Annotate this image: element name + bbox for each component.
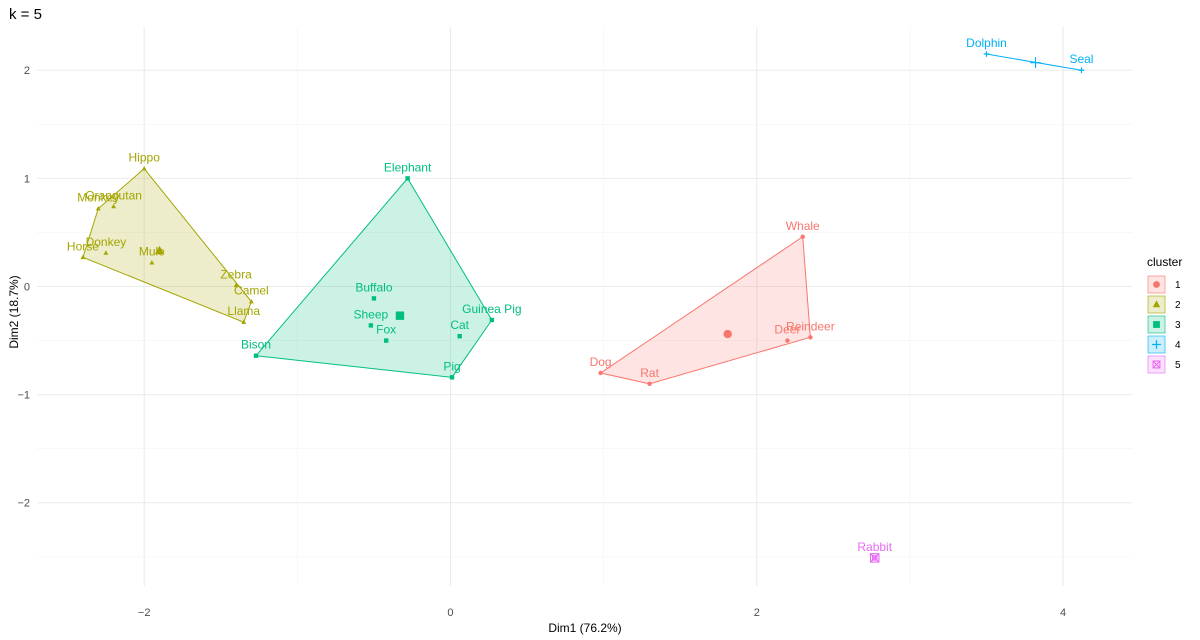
data-point	[95, 206, 101, 211]
data-point	[449, 375, 455, 380]
x-tick-label: 2	[754, 607, 760, 619]
axis-ticks: −2 0 2 4 −2 −1 0 1 2	[17, 65, 1066, 619]
point-label: Mule	[139, 245, 165, 259]
legend-label: 1	[1175, 280, 1181, 291]
legend-symbol-3	[1153, 321, 1160, 328]
cluster-centroid-1	[723, 329, 732, 339]
data-point	[489, 317, 495, 323]
y-tick-label: −2	[17, 498, 30, 510]
y-tick-label: 1	[24, 173, 30, 185]
data-point	[983, 51, 990, 57]
data-point	[647, 381, 652, 387]
point-label: Seal	[1069, 52, 1093, 66]
data-point	[233, 282, 239, 288]
cluster-hull-3	[255, 177, 493, 378]
data-point	[141, 166, 147, 171]
point-label: Horse	[67, 239, 99, 253]
point-label: Guinea Pig	[462, 302, 521, 316]
legend-label: 5	[1175, 360, 1181, 371]
point-label: Sheep	[354, 307, 389, 321]
point-label: Elephant	[384, 160, 432, 174]
cluster-centroid-5	[869, 553, 880, 563]
point-label: Camel	[234, 284, 269, 298]
legend-title: cluster	[1147, 255, 1182, 269]
y-axis-title: Dim2 (18.7%)	[7, 275, 21, 348]
point-label: Donkey	[86, 235, 127, 249]
data-point	[111, 203, 116, 209]
cluster-hull-1	[599, 235, 811, 385]
point-label: Dolphin	[966, 36, 1007, 50]
point-label: Bison	[241, 338, 271, 352]
data-point	[800, 234, 805, 239]
point-label: Buffalo	[355, 280, 392, 294]
data-points	[80, 51, 1085, 561]
x-tick-label: 0	[447, 607, 453, 619]
cluster-hulls	[82, 53, 1082, 385]
data-point	[103, 250, 109, 255]
legend-label: 2	[1175, 300, 1181, 311]
cluster-centroid-3	[395, 311, 405, 320]
legend-symbol-2	[1152, 300, 1161, 308]
data-point	[598, 370, 603, 376]
point-label: Cat	[450, 318, 469, 332]
data-point	[405, 176, 410, 181]
point-label: Orangutan	[85, 188, 142, 202]
data-point	[371, 296, 377, 301]
point-label: Hippo	[129, 151, 161, 165]
grid	[37, 27, 1132, 586]
point-label: Monkey	[77, 191, 119, 205]
legend-symbol-4	[1152, 340, 1161, 349]
legend-symbol-5	[1152, 360, 1161, 369]
cluster-centroids	[154, 57, 1041, 563]
data-point	[253, 353, 259, 358]
data-point	[785, 338, 790, 343]
data-point	[368, 323, 374, 328]
data-point	[808, 335, 813, 340]
legend-label: 3	[1175, 320, 1181, 331]
data-point	[80, 254, 86, 260]
data-point	[241, 319, 247, 324]
cluster-hull-2	[82, 167, 252, 323]
data-point	[457, 334, 462, 339]
point-label: Llama	[227, 304, 260, 318]
y-tick-label: 2	[24, 65, 30, 77]
data-point	[383, 338, 389, 343]
x-tick-label: 4	[1060, 607, 1066, 619]
x-axis-title: Dim1 (76.2%)	[548, 621, 621, 635]
point-label: Rat	[640, 366, 659, 380]
cluster-centroid-2	[154, 245, 165, 255]
point-label: Zebra	[220, 267, 252, 281]
point-label: Dog	[590, 355, 612, 369]
cluster-centroid-4	[1030, 57, 1041, 69]
y-tick-label: −1	[17, 390, 30, 402]
legend-label: 4	[1175, 340, 1181, 351]
point-label: Whale	[786, 219, 820, 233]
legend-symbol-1	[1153, 281, 1160, 288]
data-point	[248, 298, 254, 304]
point-label: Rabbit	[857, 540, 892, 554]
legend: cluster 1 2 3 4 5	[1147, 255, 1182, 374]
x-tick-label: −2	[138, 607, 151, 619]
y-tick-label: 0	[24, 281, 30, 293]
point-label: Fox	[376, 323, 396, 337]
point-label: Deer	[774, 323, 800, 337]
point-label: Pig	[443, 359, 460, 373]
data-point	[149, 260, 155, 265]
point-label: Reindeer	[786, 319, 835, 333]
data-point	[1078, 67, 1085, 74]
chart-title: k = 5	[9, 6, 42, 23]
